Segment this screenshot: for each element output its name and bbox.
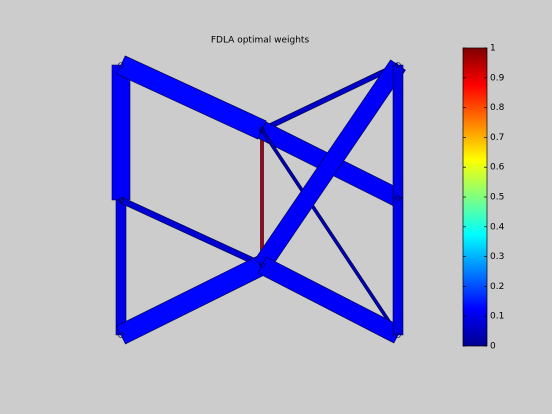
node <box>395 332 401 338</box>
colorbar-tick-label: 0.3 <box>490 252 504 262</box>
edge <box>111 64 131 201</box>
chart-title: FDLA optimal weights <box>211 36 310 46</box>
edge <box>260 129 264 266</box>
colorbar <box>462 47 488 347</box>
edge <box>115 199 127 336</box>
colorbar-tick-label: 1 <box>490 44 496 54</box>
colorbar-tick-label: 0.9 <box>490 73 505 83</box>
colorbar-tick-label: 0.2 <box>490 282 504 292</box>
colorbar-tick-label: 0.5 <box>490 193 504 203</box>
edge <box>392 197 404 336</box>
edge <box>116 55 267 140</box>
edge <box>392 64 404 199</box>
colorbar-tick-label: 0.8 <box>490 103 505 113</box>
colorbar-tick-label: 0.4 <box>490 222 505 232</box>
colorbar-tick-label: 0.7 <box>490 133 504 143</box>
edge <box>254 59 406 271</box>
colorbar-tick-label: 0.1 <box>490 312 504 322</box>
colorbar-tick-label: 0.6 <box>490 163 505 173</box>
node <box>118 197 124 203</box>
node <box>118 62 124 68</box>
node <box>395 195 401 201</box>
node <box>259 127 265 133</box>
colorbar-tick-label: 0 <box>490 342 496 352</box>
node <box>259 262 265 268</box>
node <box>118 332 124 338</box>
node <box>395 62 401 68</box>
